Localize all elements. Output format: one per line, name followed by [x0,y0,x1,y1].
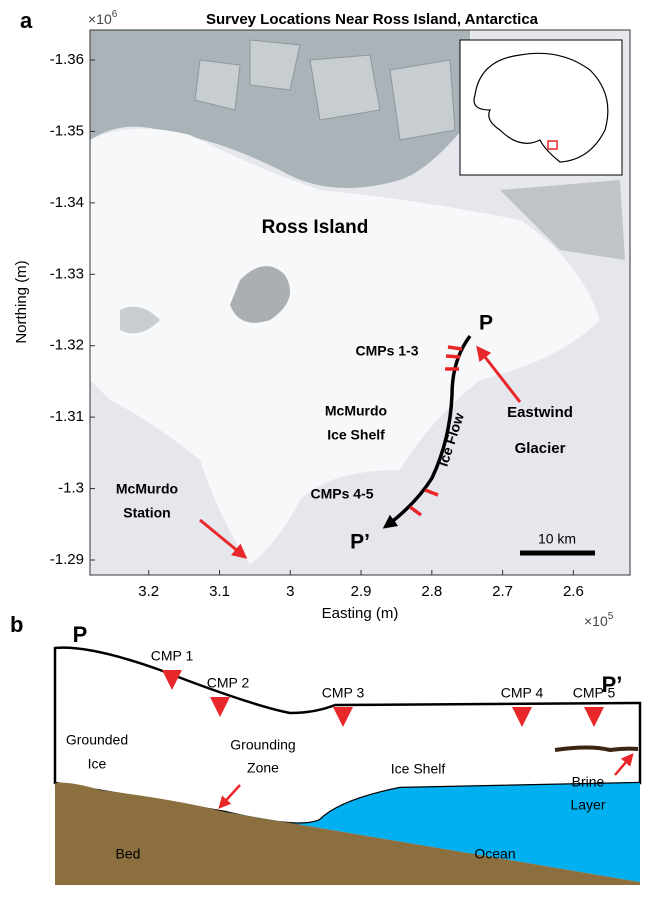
scale-label: 10 km [538,531,576,547]
panel-label: a [20,8,33,33]
y-tick-label: -1.34 [50,194,84,211]
cmp-label: CMP 3 [322,685,365,701]
multiplier: ×10 [584,613,608,629]
map-label: Ice Shelf [327,427,385,443]
diagram-label: Ocean [474,846,515,862]
x-tick-label: 2.6 [563,583,584,600]
diagram-label: Bed [116,846,141,862]
y-tick-label: -1.29 [50,551,84,568]
cmp-label: CMP 5 [573,685,616,701]
diagram-label: Layer [570,797,605,813]
diagram-label: Ice Shelf [391,761,446,777]
diagram-label: Zone [247,760,279,776]
y-tick-label: -1.31 [50,408,84,425]
x-axis-label: Easting (m) [322,605,399,622]
figure: a ×106 Survey Locations Near Ross Island… [0,0,653,915]
y-tick-label: -1.3 [58,480,84,497]
cmp-label: CMP 4 [501,685,544,701]
x-tick-label: 3 [286,583,294,600]
map-label: McMurdo [116,481,178,497]
x-tick-label: 2.8 [421,583,442,600]
cross-section [55,648,640,885]
y-multiplier: ×106 [88,9,118,27]
map-label: CMPs 1-3 [355,343,418,359]
panel-label: b [10,612,23,637]
map-label: P’ [350,531,370,554]
x-multiplier: ×105 [584,611,614,629]
map-label: Station [123,505,170,521]
map-label: Eastwind [507,404,573,421]
map-label: CMPs 4-5 [310,486,373,502]
y-tick-label: -1.36 [50,51,84,68]
inset-map [460,40,622,175]
y-tick-label: -1.35 [50,122,84,139]
diagram-label: Grounding [230,737,295,753]
x-tick-label: 3.2 [138,583,159,600]
map-label: P [479,312,493,335]
y-tick-label: -1.32 [50,337,84,354]
cmp-label: CMP 1 [151,648,194,664]
exponent: 5 [608,611,614,622]
cmp-label: CMP 2 [207,675,250,691]
diagram-label: P [73,622,88,647]
diagram-label: Ice [88,756,107,772]
exponent: 6 [112,9,118,20]
map-label: Glacier [515,440,566,457]
diagram-label: Brine [572,774,605,790]
multiplier: ×10 [88,11,112,27]
y-tick-label: -1.33 [50,265,84,282]
x-tick-label: 2.9 [351,583,372,600]
map-label: Ross Island [262,217,369,238]
x-tick-label: 2.7 [492,583,513,600]
diagram-label: Grounded [66,732,128,748]
x-tick-label: 3.1 [209,583,230,600]
map-label: McMurdo [325,403,387,419]
title: Survey Locations Near Ross Island, Antar… [206,11,539,28]
y-axis-label: Northing (m) [13,260,30,343]
